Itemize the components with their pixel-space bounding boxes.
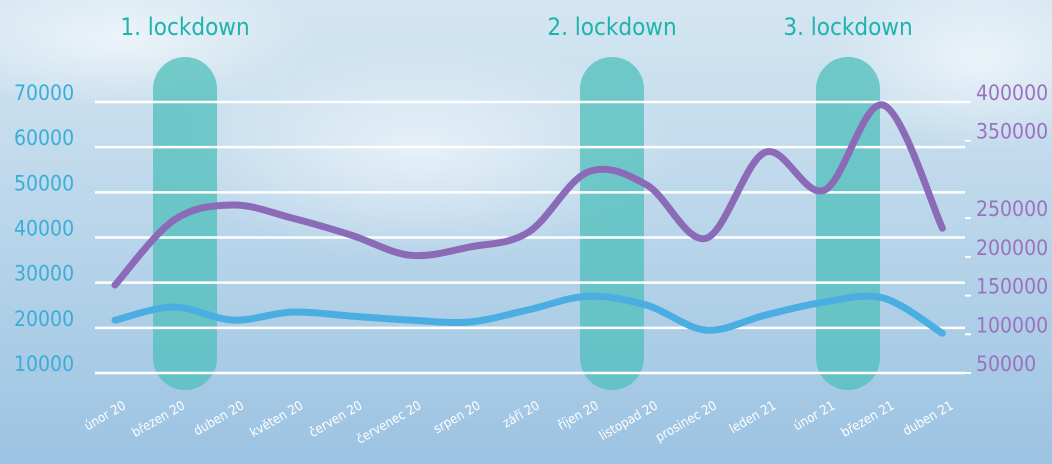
annotation: 2. lockdown <box>547 13 676 41</box>
lockdown-band <box>816 57 880 390</box>
y-tick-label: 50000 <box>14 171 74 195</box>
lockdown-band <box>153 57 217 390</box>
series-line <box>111 101 946 289</box>
lockdown-band <box>580 57 644 390</box>
y-tick-label: 20000 <box>14 307 74 331</box>
y2-tick-label: 150000 <box>976 275 1048 299</box>
y-tick-label: 40000 <box>14 217 74 241</box>
y-tick-label: 30000 <box>14 262 74 286</box>
y-tick-label: 70000 <box>14 81 74 105</box>
y2-tick-label: 250000 <box>976 197 1048 221</box>
y2-tick-label: 400000 <box>976 81 1048 105</box>
annotation: 3. lockdown <box>783 13 912 41</box>
y-tick-label: 60000 <box>14 126 74 150</box>
y2-tick-label: 50000 <box>976 352 1036 376</box>
y2-tick-label: 350000 <box>976 120 1048 144</box>
cloud <box>160 40 680 260</box>
y2-tick-label: 200000 <box>976 236 1048 260</box>
y-tick-label: 10000 <box>14 352 74 376</box>
y2-tick-label: 100000 <box>976 313 1048 337</box>
annotation: 1. lockdown <box>120 13 249 41</box>
cloud <box>0 0 320 110</box>
series-line <box>111 292 946 337</box>
